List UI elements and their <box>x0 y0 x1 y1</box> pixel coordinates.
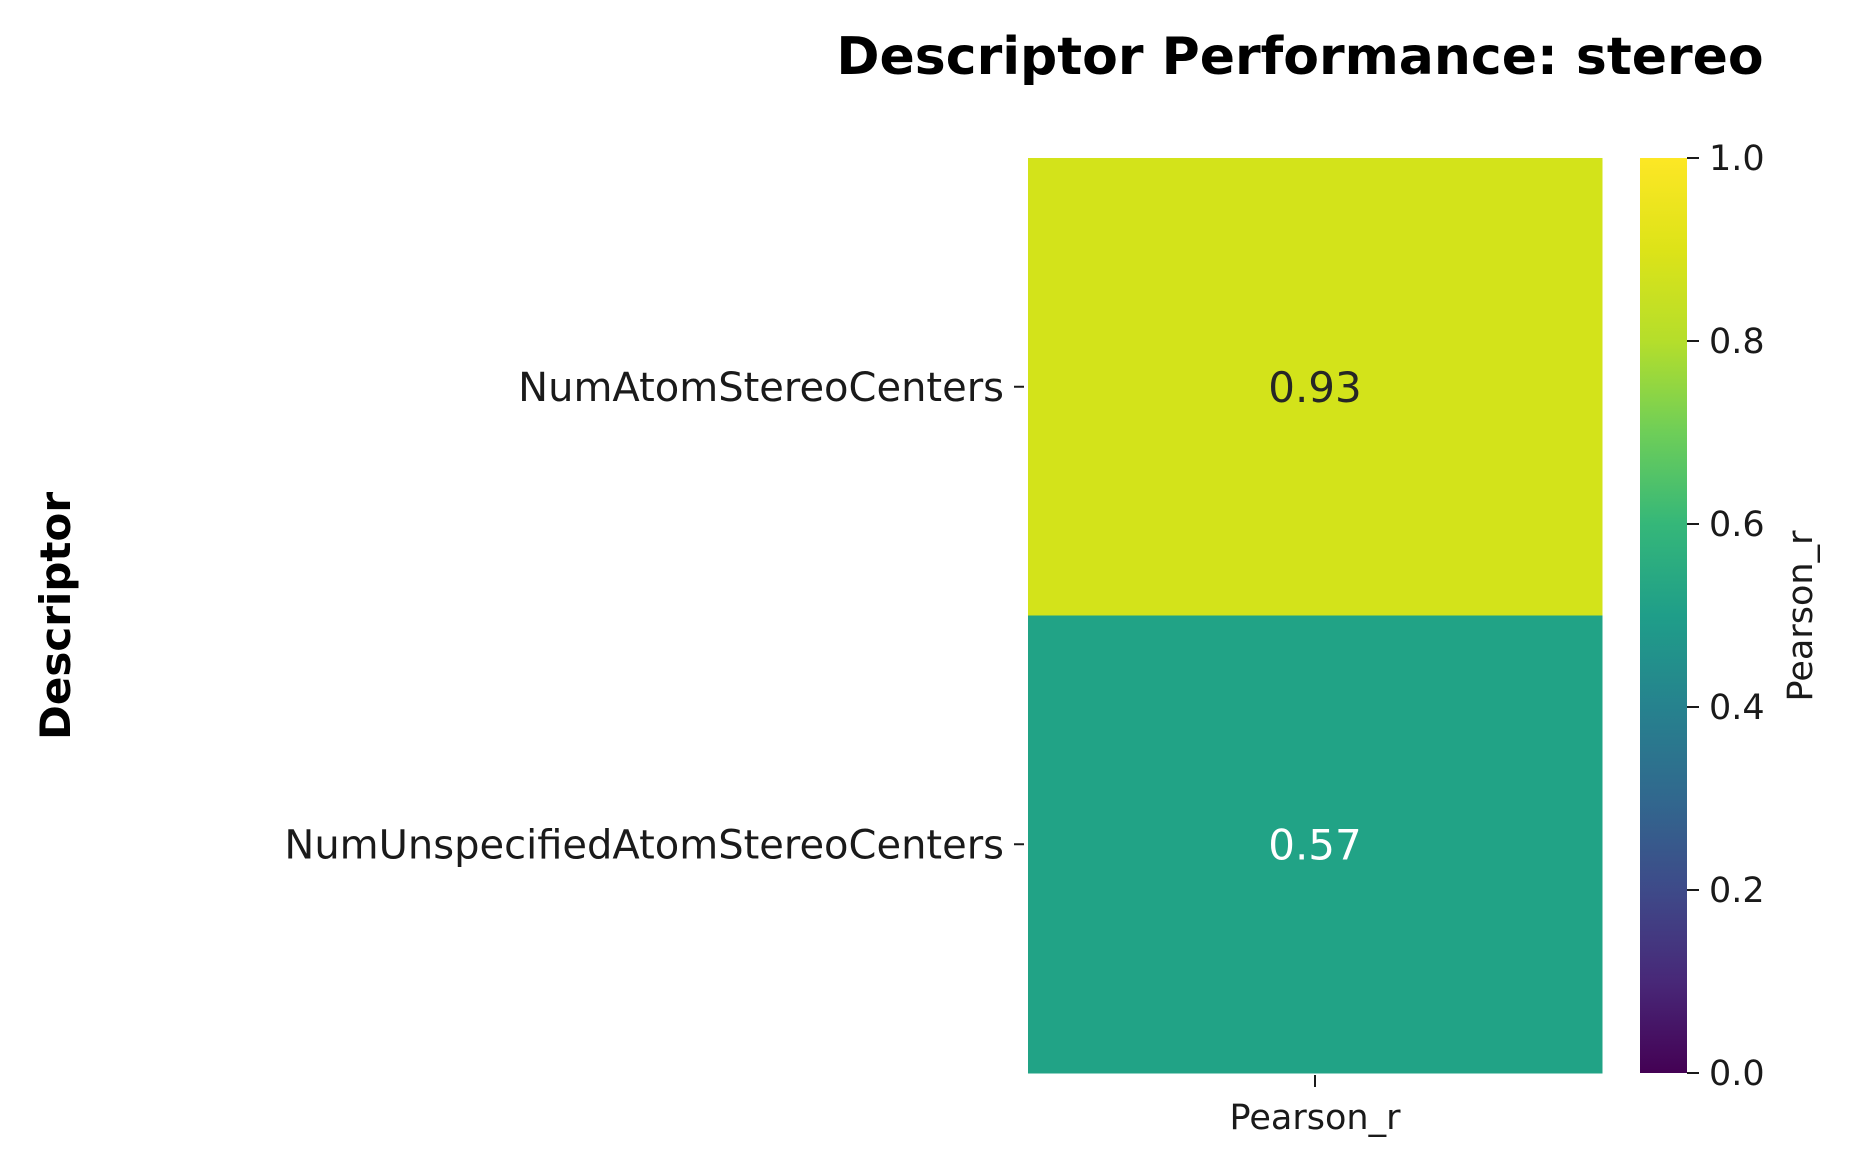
colorbar-label: Pearson_r <box>1781 530 1821 702</box>
row-tick-label: NumAtomStereoCenters <box>518 365 1004 411</box>
colorbar-tick-label: 0.4 <box>1709 688 1765 728</box>
colorbar-tick-label: 0.6 <box>1709 505 1765 545</box>
cell-annotation: 0.93 <box>1268 363 1362 412</box>
column-tick-labels: Pearson_r <box>1230 1075 1402 1138</box>
colorbar <box>1640 158 1687 1073</box>
column-tick-label: Pearson_r <box>1230 1098 1402 1138</box>
heatmap-cell <box>1028 158 1603 616</box>
colorbar-tick-label: 0.0 <box>1709 1054 1765 1094</box>
colorbar-tick-label: 0.2 <box>1709 871 1765 911</box>
colorbar-tick-label: 0.8 <box>1709 322 1765 362</box>
colorbar-ticks: 0.0 0.2 0.4 0.6 0.8 1.0 <box>1687 139 1765 1094</box>
y-axis-label: Descriptor <box>31 492 80 740</box>
heatmap-cells: 0.93 0.57 <box>1028 158 1603 1074</box>
chart-title: Descriptor Performance: stereo <box>836 27 1763 87</box>
heatmap-cell <box>1028 615 1603 1074</box>
cell-annotation: 0.57 <box>1268 820 1362 869</box>
row-tick-labels: NumAtomStereoCenters NumUnspecifiedAtomSt… <box>284 365 1024 868</box>
colorbar-tick-label: 1.0 <box>1709 139 1765 179</box>
row-tick-label: NumUnspecifiedAtomStereoCenters <box>284 822 1004 868</box>
